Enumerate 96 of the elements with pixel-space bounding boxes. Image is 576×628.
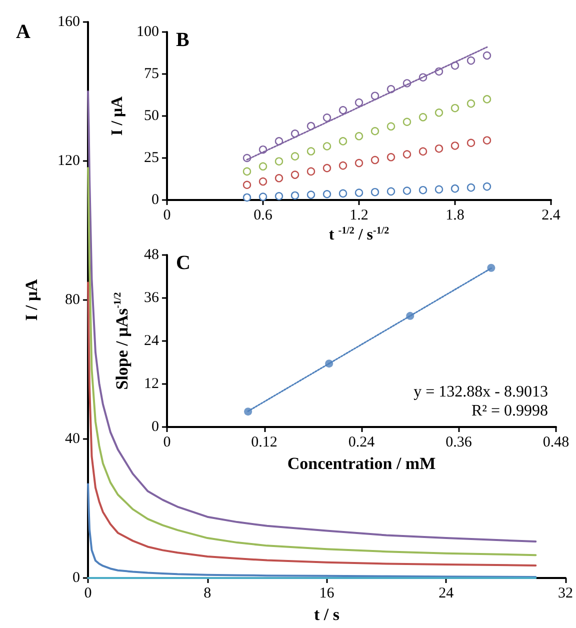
x-tick-label: 0	[163, 434, 171, 450]
point	[386, 153, 396, 162]
point	[482, 136, 492, 144]
y-tick-label: 12	[144, 376, 159, 392]
point	[274, 192, 284, 200]
point	[370, 127, 380, 136]
point	[418, 113, 428, 122]
point	[418, 186, 428, 194]
y-tick-label: 36	[144, 290, 160, 306]
point	[354, 188, 364, 197]
y-tick-label: 50	[144, 108, 159, 124]
y-tick-label: 48	[144, 247, 159, 263]
x-tick-label: 0.24	[348, 434, 376, 450]
point	[354, 158, 364, 168]
x-tick-label: 1.2	[350, 208, 368, 224]
y-axis-title: Slope / μAs-1/2	[112, 292, 132, 390]
point	[370, 92, 380, 100]
x-tick-label: 0.6	[254, 208, 273, 224]
point	[354, 132, 364, 140]
point	[322, 190, 332, 198]
x-tick-label: 0.12	[251, 434, 278, 450]
point	[338, 137, 348, 146]
point	[354, 98, 364, 107]
x-axis-title: t / s	[314, 604, 340, 624]
x-tick-label: 0	[163, 208, 171, 224]
point	[370, 156, 380, 164]
y-tick-label: 80	[65, 292, 80, 308]
y-axis-title: I / μA	[22, 278, 41, 321]
y-tick-label: 25	[144, 150, 159, 166]
point	[466, 56, 476, 65]
y-tick-label: 24	[144, 333, 160, 349]
point	[466, 183, 476, 192]
x-tick-label: 0	[84, 586, 92, 602]
x-tick-label: 24	[438, 586, 454, 602]
point	[290, 170, 300, 179]
x-tick-label: 0.36	[446, 434, 472, 450]
point	[402, 150, 412, 158]
point	[434, 108, 444, 117]
x-tick-label: 2.4	[542, 208, 561, 224]
point	[306, 147, 316, 156]
y-axis-title: I / μA	[109, 96, 126, 136]
y-tick-label: 0	[72, 570, 80, 586]
point	[290, 130, 300, 138]
point	[482, 51, 492, 60]
point	[258, 177, 268, 186]
point	[338, 106, 348, 114]
point	[450, 104, 460, 112]
point	[322, 114, 332, 122]
y-tick-label: 75	[144, 66, 159, 82]
point	[290, 152, 300, 160]
point	[386, 122, 396, 131]
x-tick-label: 0.48	[542, 434, 570, 450]
x-tick-label: 16	[319, 586, 335, 602]
point	[450, 184, 460, 193]
y-tick-label: 40	[65, 431, 80, 447]
point	[418, 147, 428, 156]
point	[402, 118, 412, 126]
chart-title: A	[16, 21, 31, 43]
x-axis-title: Concentration / mM	[287, 454, 436, 473]
point	[338, 161, 348, 170]
annotation: y = 132.88x - 8.9013	[414, 384, 548, 400]
point	[306, 167, 316, 176]
point	[274, 174, 284, 182]
point	[482, 182, 492, 191]
point	[306, 190, 316, 199]
point	[322, 142, 332, 150]
point	[274, 157, 284, 166]
y-tick-label: 160	[58, 14, 80, 30]
chart-title: B	[176, 29, 190, 51]
point	[450, 142, 460, 150]
point	[482, 95, 492, 104]
point	[322, 164, 332, 172]
point	[434, 144, 444, 153]
point	[402, 186, 412, 195]
point	[386, 187, 396, 196]
point	[466, 99, 476, 108]
x-tick-label: 8	[204, 586, 212, 602]
annotation: R² = 0.9998	[472, 402, 548, 420]
point	[434, 185, 444, 194]
x-tick-label: 1.8	[446, 208, 464, 224]
y-tick-label: 0	[152, 419, 159, 435]
point	[242, 193, 252, 202]
x-tick-label: 32	[558, 586, 573, 602]
point	[258, 192, 268, 201]
point	[338, 189, 348, 198]
y-tick-label: 120	[58, 153, 80, 169]
y-tick-label: 100	[136, 24, 159, 40]
point	[370, 188, 380, 196]
point	[258, 162, 268, 170]
point	[242, 180, 252, 189]
point	[466, 138, 476, 147]
line-series	[87, 483, 537, 578]
point	[242, 167, 252, 176]
y-tick-label: 0	[152, 192, 159, 208]
point	[290, 191, 300, 200]
chart-title: C	[176, 252, 190, 274]
